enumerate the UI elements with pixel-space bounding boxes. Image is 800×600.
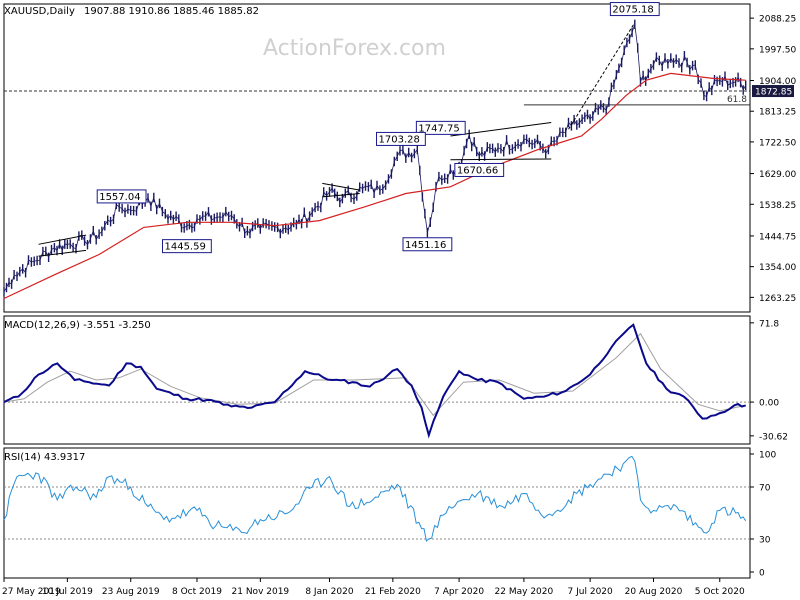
moving-average-line	[3, 72, 746, 300]
macd-frame	[3, 315, 751, 445]
price-tick-label: 1722.50	[759, 138, 796, 148]
trendline	[322, 193, 360, 198]
price-tick-label: 1444.75	[759, 232, 796, 242]
watermark: ActionForex.com	[263, 36, 446, 61]
price-tick-label: 1354.00	[759, 263, 796, 273]
x-tick-label: 27 May 2019	[2, 587, 61, 597]
annotation-box	[376, 131, 426, 146]
annotation-label: 1557.04	[99, 192, 140, 203]
x-tick-label: 23 Aug 2019	[102, 587, 160, 597]
rsi-frame	[3, 447, 751, 579]
macd-signal-line	[3, 332, 746, 417]
x-tick-label: 5 Oct 2020	[695, 587, 745, 597]
x-tick-label: 8 Oct 2019	[172, 587, 222, 597]
price-tick-label: 1813.25	[759, 108, 796, 118]
last-price-badge	[752, 85, 794, 98]
x-tick-label: 21 Nov 2019	[232, 587, 290, 597]
rsi-tick-label: 30	[759, 536, 771, 546]
macd-tick-label: 71.8	[759, 319, 779, 329]
annotation-label: 1445.59	[164, 242, 205, 253]
trendline	[450, 121, 552, 137]
last-price-label: 1872.85	[755, 88, 792, 98]
x-tick-label: 20 Aug 2020	[625, 587, 683, 597]
annotation-label: 2075.18	[612, 5, 653, 16]
price-tick-label: 2088.25	[759, 15, 796, 25]
trendline	[322, 182, 360, 191]
trendline	[38, 249, 87, 257]
trendline	[568, 22, 636, 130]
x-tick-label: 7 Jul 2020	[568, 587, 613, 597]
rsi-panel: 100 70 30 0	[3, 451, 776, 579]
ohlc-label: 1907.88 1910.86 1885.46 1885.82	[84, 6, 259, 17]
annotation-label: 1670.66	[457, 165, 498, 176]
annotation-box	[161, 239, 212, 254]
x-tick-label: 7 Apr 2020	[434, 587, 484, 597]
x-tick-label: 10 Jul 2019	[42, 587, 93, 597]
price-tick-label: 1538.25	[759, 201, 796, 211]
price-tick-label: 1263.25	[759, 294, 796, 304]
price-tick-label: 1629.00	[759, 170, 796, 180]
macd-line	[3, 323, 746, 439]
annotation-box	[454, 162, 505, 177]
rsi-label: RSI(14) 43.9317	[4, 452, 85, 463]
price-frame	[3, 3, 751, 313]
annotation-box	[96, 189, 147, 204]
annotation-box	[415, 120, 466, 135]
annotation-label: 1451.16	[405, 240, 446, 251]
symbol-label: XAUUSD,Daily	[4, 6, 75, 17]
annotation-label: 1703.28	[379, 134, 420, 145]
trendline	[38, 234, 87, 245]
price-close-line	[3, 24, 747, 292]
panel-frames	[3, 3, 751, 579]
rsi-tick-label: 100	[759, 451, 776, 461]
x-tick-label: 22 May 2020	[495, 587, 554, 597]
annotation-box	[609, 2, 660, 17]
trendline	[450, 158, 552, 161]
macd-panel: 71.8 0.00 -30.62	[3, 319, 788, 442]
price-tick-label: 1904.00	[759, 77, 796, 87]
x-tick-label: 21 Feb 2020	[365, 587, 421, 597]
x-tick-label: 8 Jan 2020	[305, 587, 353, 597]
rsi-tick-label: 70	[759, 484, 771, 494]
fib-label: 61.8	[727, 95, 747, 105]
annotation-box	[402, 237, 453, 252]
rsi-line	[3, 455, 747, 542]
macd-tick-label: 0.00	[759, 399, 779, 409]
rsi-tick-label: 0	[759, 569, 765, 579]
annotation-label: 1747.75	[418, 123, 459, 134]
macd-tick-label: -30.62	[759, 432, 788, 442]
price-panel: 2088.25 1997.50 1904.00 1813.25 1722.50 1629.…	[3, 2, 796, 304]
macd-label: MACD(12,26,9) -3.551 -3.250	[4, 320, 151, 331]
price-tick-label: 1997.50	[759, 45, 796, 55]
